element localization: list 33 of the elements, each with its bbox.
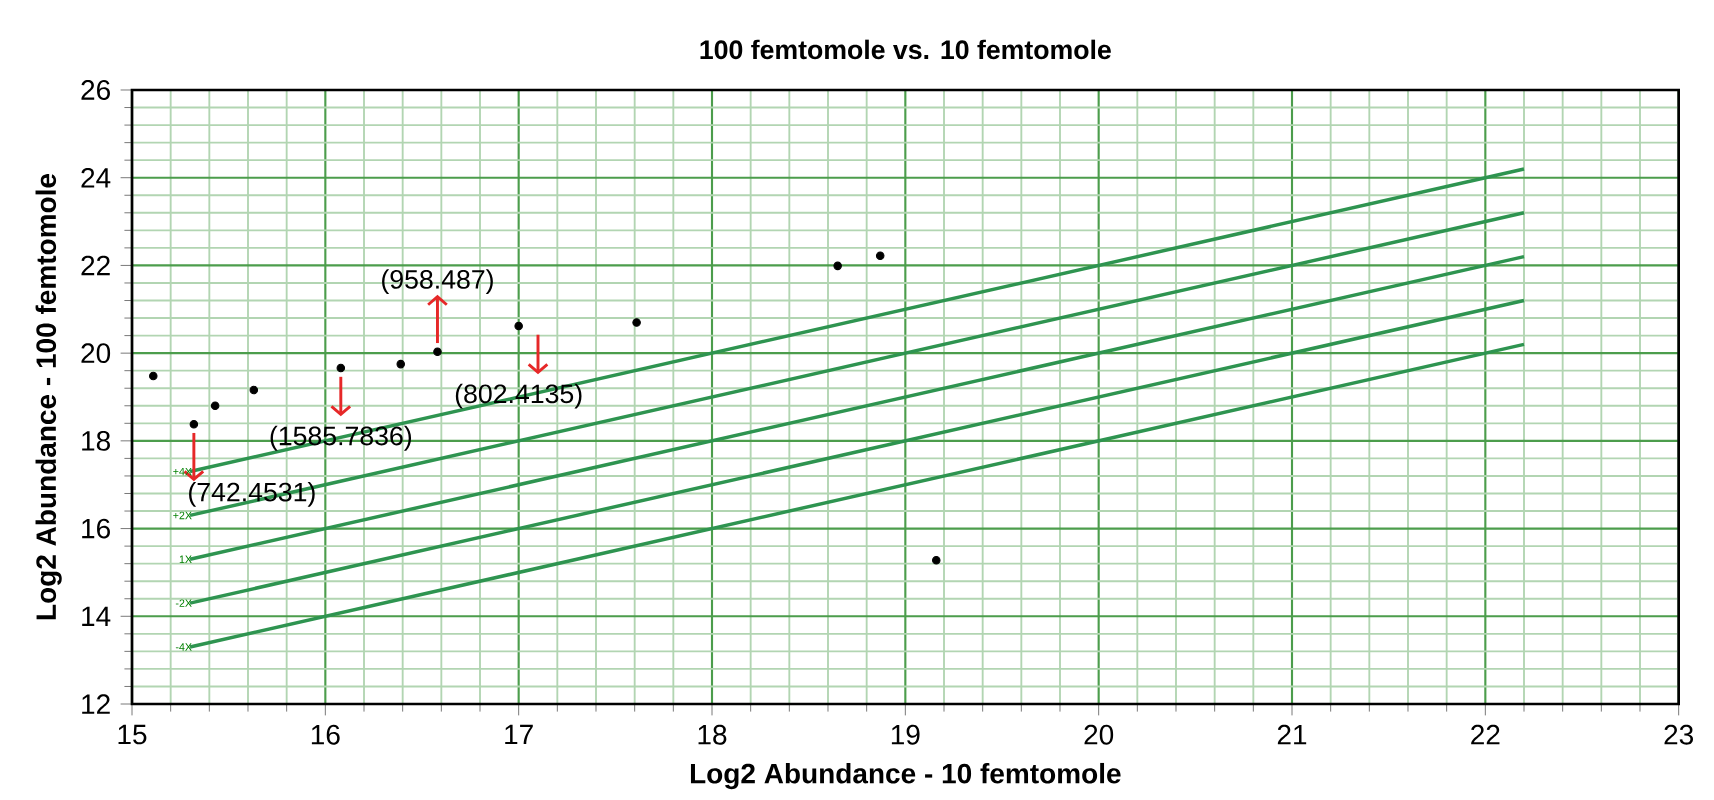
point [632, 318, 641, 327]
x-tick-label: 17 [505, 724, 533, 745]
point [833, 261, 842, 271]
point [189, 419, 199, 429]
x-tick-label: 19 [891, 724, 920, 745]
y-tick-label: 14 [82, 606, 111, 626]
y-tick-label: 24 [81, 167, 111, 188]
x-tick-label: 21 [1277, 724, 1307, 745]
y-tick-label: 16 [82, 518, 110, 539]
x-tick-label: 16 [311, 724, 340, 745]
point [433, 347, 442, 357]
y-tick-label: 18 [82, 430, 110, 451]
point [249, 385, 259, 395]
chart-title: 100 femtomole vs. 10 femtomole [700, 39, 1111, 60]
point [336, 363, 346, 373]
x-tick-label: 22 [1471, 724, 1500, 745]
x-tick-label: 20 [1084, 724, 1114, 745]
point [514, 321, 523, 331]
point [931, 555, 941, 565]
point [210, 401, 220, 411]
x-axis-title: Log2 Abundance - 10 femtomole [690, 762, 1121, 790]
y-tick-label: 22 [81, 255, 110, 276]
x-tick-label: 15 [118, 724, 147, 745]
y-tick-label: 26 [81, 80, 110, 100]
y-tick-label: 20 [81, 343, 111, 364]
annotation: (958.487) [382, 269, 493, 295]
y-tick-label: 12 [82, 694, 110, 714]
x-tick-label: 23 [1664, 724, 1694, 745]
point [149, 371, 158, 381]
y-axis-title: Log2 Abundance - 100 femtomole [35, 173, 62, 620]
point [875, 251, 885, 261]
point [396, 359, 406, 369]
x-tick-label: 18 [698, 724, 727, 745]
